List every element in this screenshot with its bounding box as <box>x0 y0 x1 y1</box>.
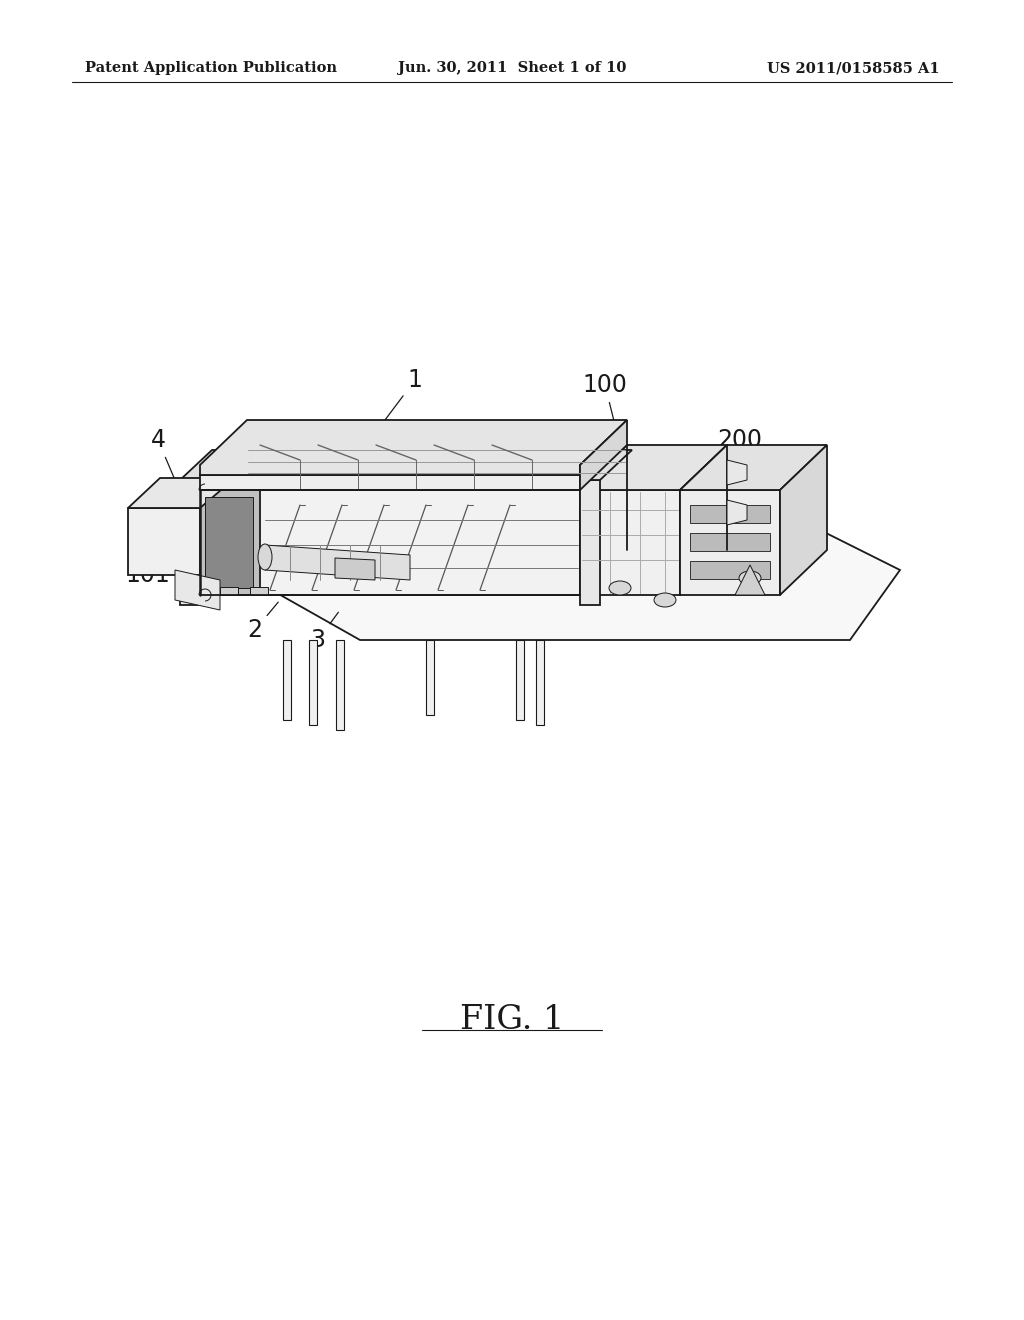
Polygon shape <box>580 490 680 595</box>
Text: 3: 3 <box>310 612 338 652</box>
Polygon shape <box>580 445 727 490</box>
Polygon shape <box>200 490 260 595</box>
Polygon shape <box>735 565 765 595</box>
Text: 1: 1 <box>372 368 423 438</box>
Text: 4: 4 <box>151 428 174 478</box>
Polygon shape <box>680 445 827 490</box>
Polygon shape <box>536 640 544 725</box>
Polygon shape <box>336 640 344 730</box>
Text: 200: 200 <box>718 428 763 487</box>
Polygon shape <box>516 640 524 719</box>
Polygon shape <box>580 480 600 605</box>
Polygon shape <box>727 459 746 484</box>
Text: FIG. 1: FIG. 1 <box>460 1005 564 1036</box>
Polygon shape <box>180 480 200 605</box>
Polygon shape <box>200 475 580 490</box>
Polygon shape <box>180 450 228 480</box>
Polygon shape <box>309 640 317 725</box>
Ellipse shape <box>609 581 631 595</box>
Polygon shape <box>130 490 900 640</box>
Polygon shape <box>128 478 234 508</box>
Text: Patent Application Publication: Patent Application Publication <box>85 61 337 75</box>
Polygon shape <box>680 445 727 595</box>
Polygon shape <box>283 640 291 719</box>
Text: Jun. 30, 2011  Sheet 1 of 10: Jun. 30, 2011 Sheet 1 of 10 <box>397 61 627 75</box>
Polygon shape <box>175 570 220 610</box>
Polygon shape <box>690 506 770 523</box>
Polygon shape <box>580 445 627 595</box>
Polygon shape <box>200 420 627 475</box>
Bar <box>220 587 238 595</box>
Polygon shape <box>727 500 746 525</box>
Text: 100: 100 <box>583 374 628 442</box>
Polygon shape <box>200 445 627 490</box>
Polygon shape <box>200 490 580 595</box>
Ellipse shape <box>739 572 761 585</box>
Ellipse shape <box>258 544 272 570</box>
Polygon shape <box>128 508 200 576</box>
Polygon shape <box>690 561 770 579</box>
Text: 101: 101 <box>126 564 182 587</box>
Polygon shape <box>580 450 632 480</box>
Polygon shape <box>205 498 253 587</box>
Polygon shape <box>680 490 780 595</box>
Text: US 2011/0158585 A1: US 2011/0158585 A1 <box>767 61 940 75</box>
Polygon shape <box>265 545 410 579</box>
Ellipse shape <box>654 593 676 607</box>
Polygon shape <box>335 558 375 579</box>
Polygon shape <box>780 445 827 595</box>
Bar <box>250 587 268 595</box>
Text: 2: 2 <box>248 602 279 642</box>
Polygon shape <box>426 640 434 715</box>
Polygon shape <box>690 533 770 550</box>
Polygon shape <box>580 420 627 490</box>
